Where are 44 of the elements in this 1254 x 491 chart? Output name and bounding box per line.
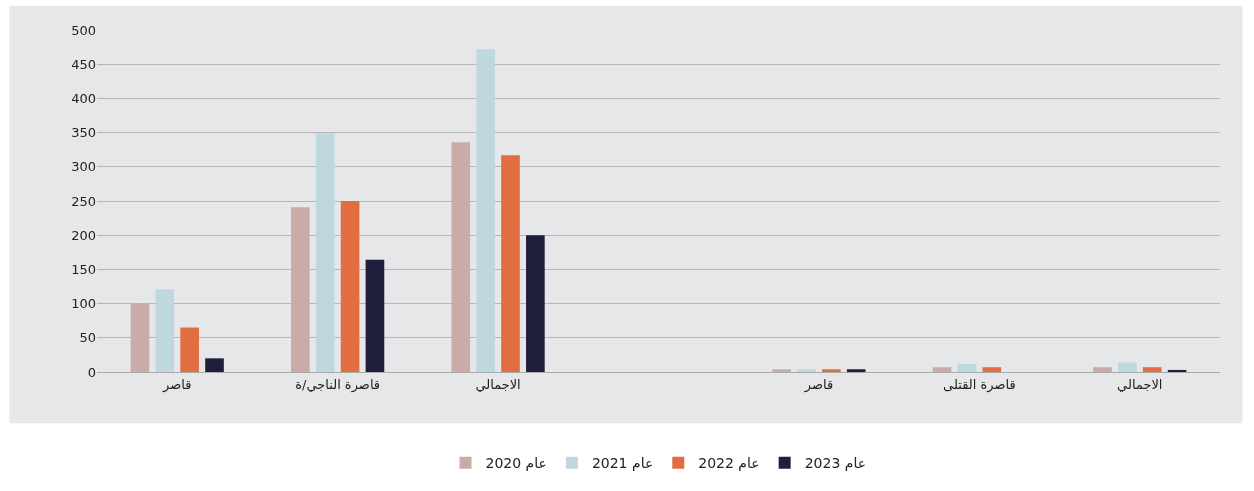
bar [476,49,495,372]
legend-label: عام 2020 [485,455,547,472]
bar [315,133,335,372]
x-tick-label: الاجمالي [475,376,521,392]
legend-label: عام 2021 [591,455,654,472]
bar [957,363,977,372]
bar [205,358,224,372]
bar [982,367,1002,372]
x-tick-label: قاصرة القتلى [943,376,1016,393]
y-tick-label: 450 [71,56,96,72]
bar [1142,367,1162,372]
bar [797,369,816,372]
legend-label: عام 2023 [804,455,867,472]
bar [130,303,150,372]
y-tick-label: 0 [87,364,96,380]
y-tick-label: 500 [71,22,96,38]
x-tick-label: قاصرة الناجي/ة [295,376,381,393]
bar [365,259,385,372]
y-tick-label: 100 [71,296,96,312]
bar [822,369,841,372]
bar [772,369,791,372]
x-tick-label: قاصر [803,376,834,393]
bar [1167,369,1187,372]
y-tick-label: 250 [71,193,96,209]
bar [291,207,310,372]
y-tick-label: 300 [71,159,96,175]
y-tick-label: 400 [71,90,96,106]
bar [932,367,952,372]
bar [501,155,520,372]
x-tick-label: الاجمالي [1117,376,1163,392]
bar [526,235,545,372]
y-tick-label: 150 [71,261,96,277]
bar [1093,367,1112,372]
bar [180,327,199,372]
bar [340,201,360,372]
legend-label: عام 2022 [698,455,760,472]
x-tick-label: قاصر [162,376,192,393]
bar [451,142,471,372]
y-tick-label: 350 [71,125,96,141]
bar [155,289,175,372]
y-tick-label: 50 [79,330,96,346]
y-tick-label: 200 [71,227,96,243]
bar [1118,362,1137,372]
bar [846,369,866,372]
